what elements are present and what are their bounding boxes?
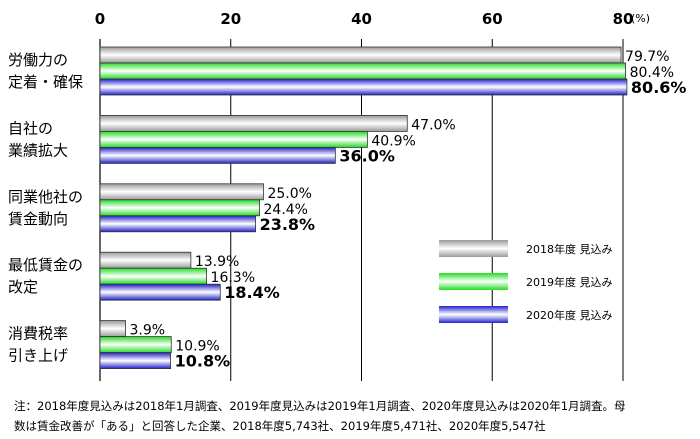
unit-label: (%) [631,12,650,25]
tick-label: 0 [95,10,105,28]
data-label: 40.9% [371,133,415,149]
data-label: 36.0% [339,146,395,165]
bar [99,78,628,96]
category-label: 同業他社の [8,188,83,206]
data-label: 18.4% [224,283,280,302]
category-label: 引き上げ [8,347,68,365]
bar [99,183,264,201]
bar [99,215,256,233]
bar [99,336,172,354]
category-label: 自社の [8,119,53,137]
category-label: 労働力の [8,51,68,69]
data-label: 3.9% [129,323,165,339]
data-label: 79.7% [625,49,669,65]
legend-label: 2019年度 見込み [526,275,613,289]
legend-swatch [439,273,508,290]
category-label: 定着・確保 [8,73,83,91]
legend-swatch [439,240,508,257]
data-label: 10.9% [175,339,219,355]
bars [99,46,628,370]
data-label: 80.4% [630,65,674,81]
bar [99,199,260,217]
bar [99,283,221,301]
tick-label: 80 [613,10,634,28]
legend-swatch [439,306,508,323]
legend: 2018年度 見込み 2019年度 見込み 2020年度 見込み [439,240,613,323]
category-label: 最低賃金の [8,256,83,274]
data-label: 47.0% [411,117,455,133]
data-label: 80.6% [631,78,687,97]
bar [99,267,207,285]
footnote-line-2: 数は賃金改善が「ある」と回答した企業、2018年度5,743社、2019年度5,… [14,419,546,433]
footnote-line-1: 注：2018年度見込みは2018年1月調査、2019年度見込みは2019年1月調… [14,399,626,413]
data-labels: 79.7%80.4%80.6% 47.0%40.9%36.0% 25.0%24.4%… [129,49,686,371]
bar-chart: 0 20 40 60 80(%) 労働力の定着・確保自社の業績拡大同業他社の賃金動向最低… [8,10,686,381]
data-label: 23.8% [260,215,316,234]
data-label: 25.0% [267,186,311,202]
bar [99,320,126,338]
bar [99,251,192,269]
bar [99,146,336,164]
bar [99,46,622,64]
data-label: 13.9% [195,254,239,270]
category-label: 賃金動向 [8,210,68,228]
bar [99,352,172,370]
category-label: 改定 [8,278,38,296]
bar [99,115,408,132]
legend-label: 2018年度 見込み [526,242,613,256]
tick-label: 40 [351,10,372,28]
category-label: 消費税率 [8,325,68,343]
bar [99,62,627,80]
bar [99,130,368,148]
tick-label: 20 [220,10,241,28]
data-label: 16.3% [211,270,255,286]
data-label: 24.4% [264,202,308,218]
data-label: 10.8% [175,352,231,371]
legend-label: 2020年度 見込み [526,308,613,322]
footnote: 注：2018年度見込みは2018年1月調査、2019年度見込みは2019年1月調… [14,396,694,436]
category-label: 業績拡大 [8,141,68,159]
tick-label: 60 [482,10,503,28]
